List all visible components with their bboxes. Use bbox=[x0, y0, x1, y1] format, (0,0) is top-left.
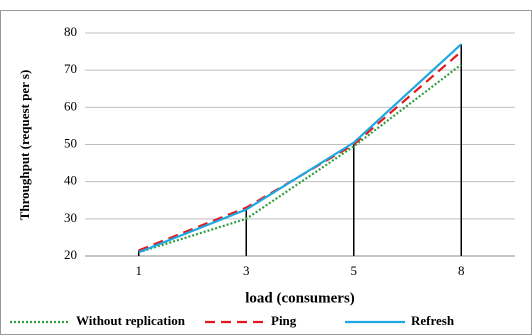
x-tick-label: 1 bbox=[136, 263, 143, 278]
series-line bbox=[138, 63, 462, 254]
x-tick-label: 3 bbox=[243, 263, 250, 278]
y-axis-label: Throughput (request per s) bbox=[17, 70, 32, 221]
legend-label: Refresh bbox=[411, 313, 455, 328]
y-tick-label: 70 bbox=[64, 61, 77, 76]
y-tick-label: 60 bbox=[64, 98, 77, 113]
series-line bbox=[138, 50, 462, 252]
y-tick-label: 50 bbox=[64, 135, 77, 150]
legend-label: Without replication bbox=[76, 313, 186, 328]
x-axis-label: load (consumers) bbox=[245, 290, 355, 306]
x-tick-label: 8 bbox=[458, 263, 465, 278]
y-tick-label: 80 bbox=[64, 24, 77, 39]
y-tick-label: 20 bbox=[64, 247, 77, 262]
series-line bbox=[138, 43, 462, 254]
legend-label: Ping bbox=[271, 313, 297, 328]
y-tick-label: 30 bbox=[64, 210, 77, 225]
x-tick-label: 5 bbox=[351, 263, 358, 278]
y-tick-label: 40 bbox=[64, 173, 77, 188]
